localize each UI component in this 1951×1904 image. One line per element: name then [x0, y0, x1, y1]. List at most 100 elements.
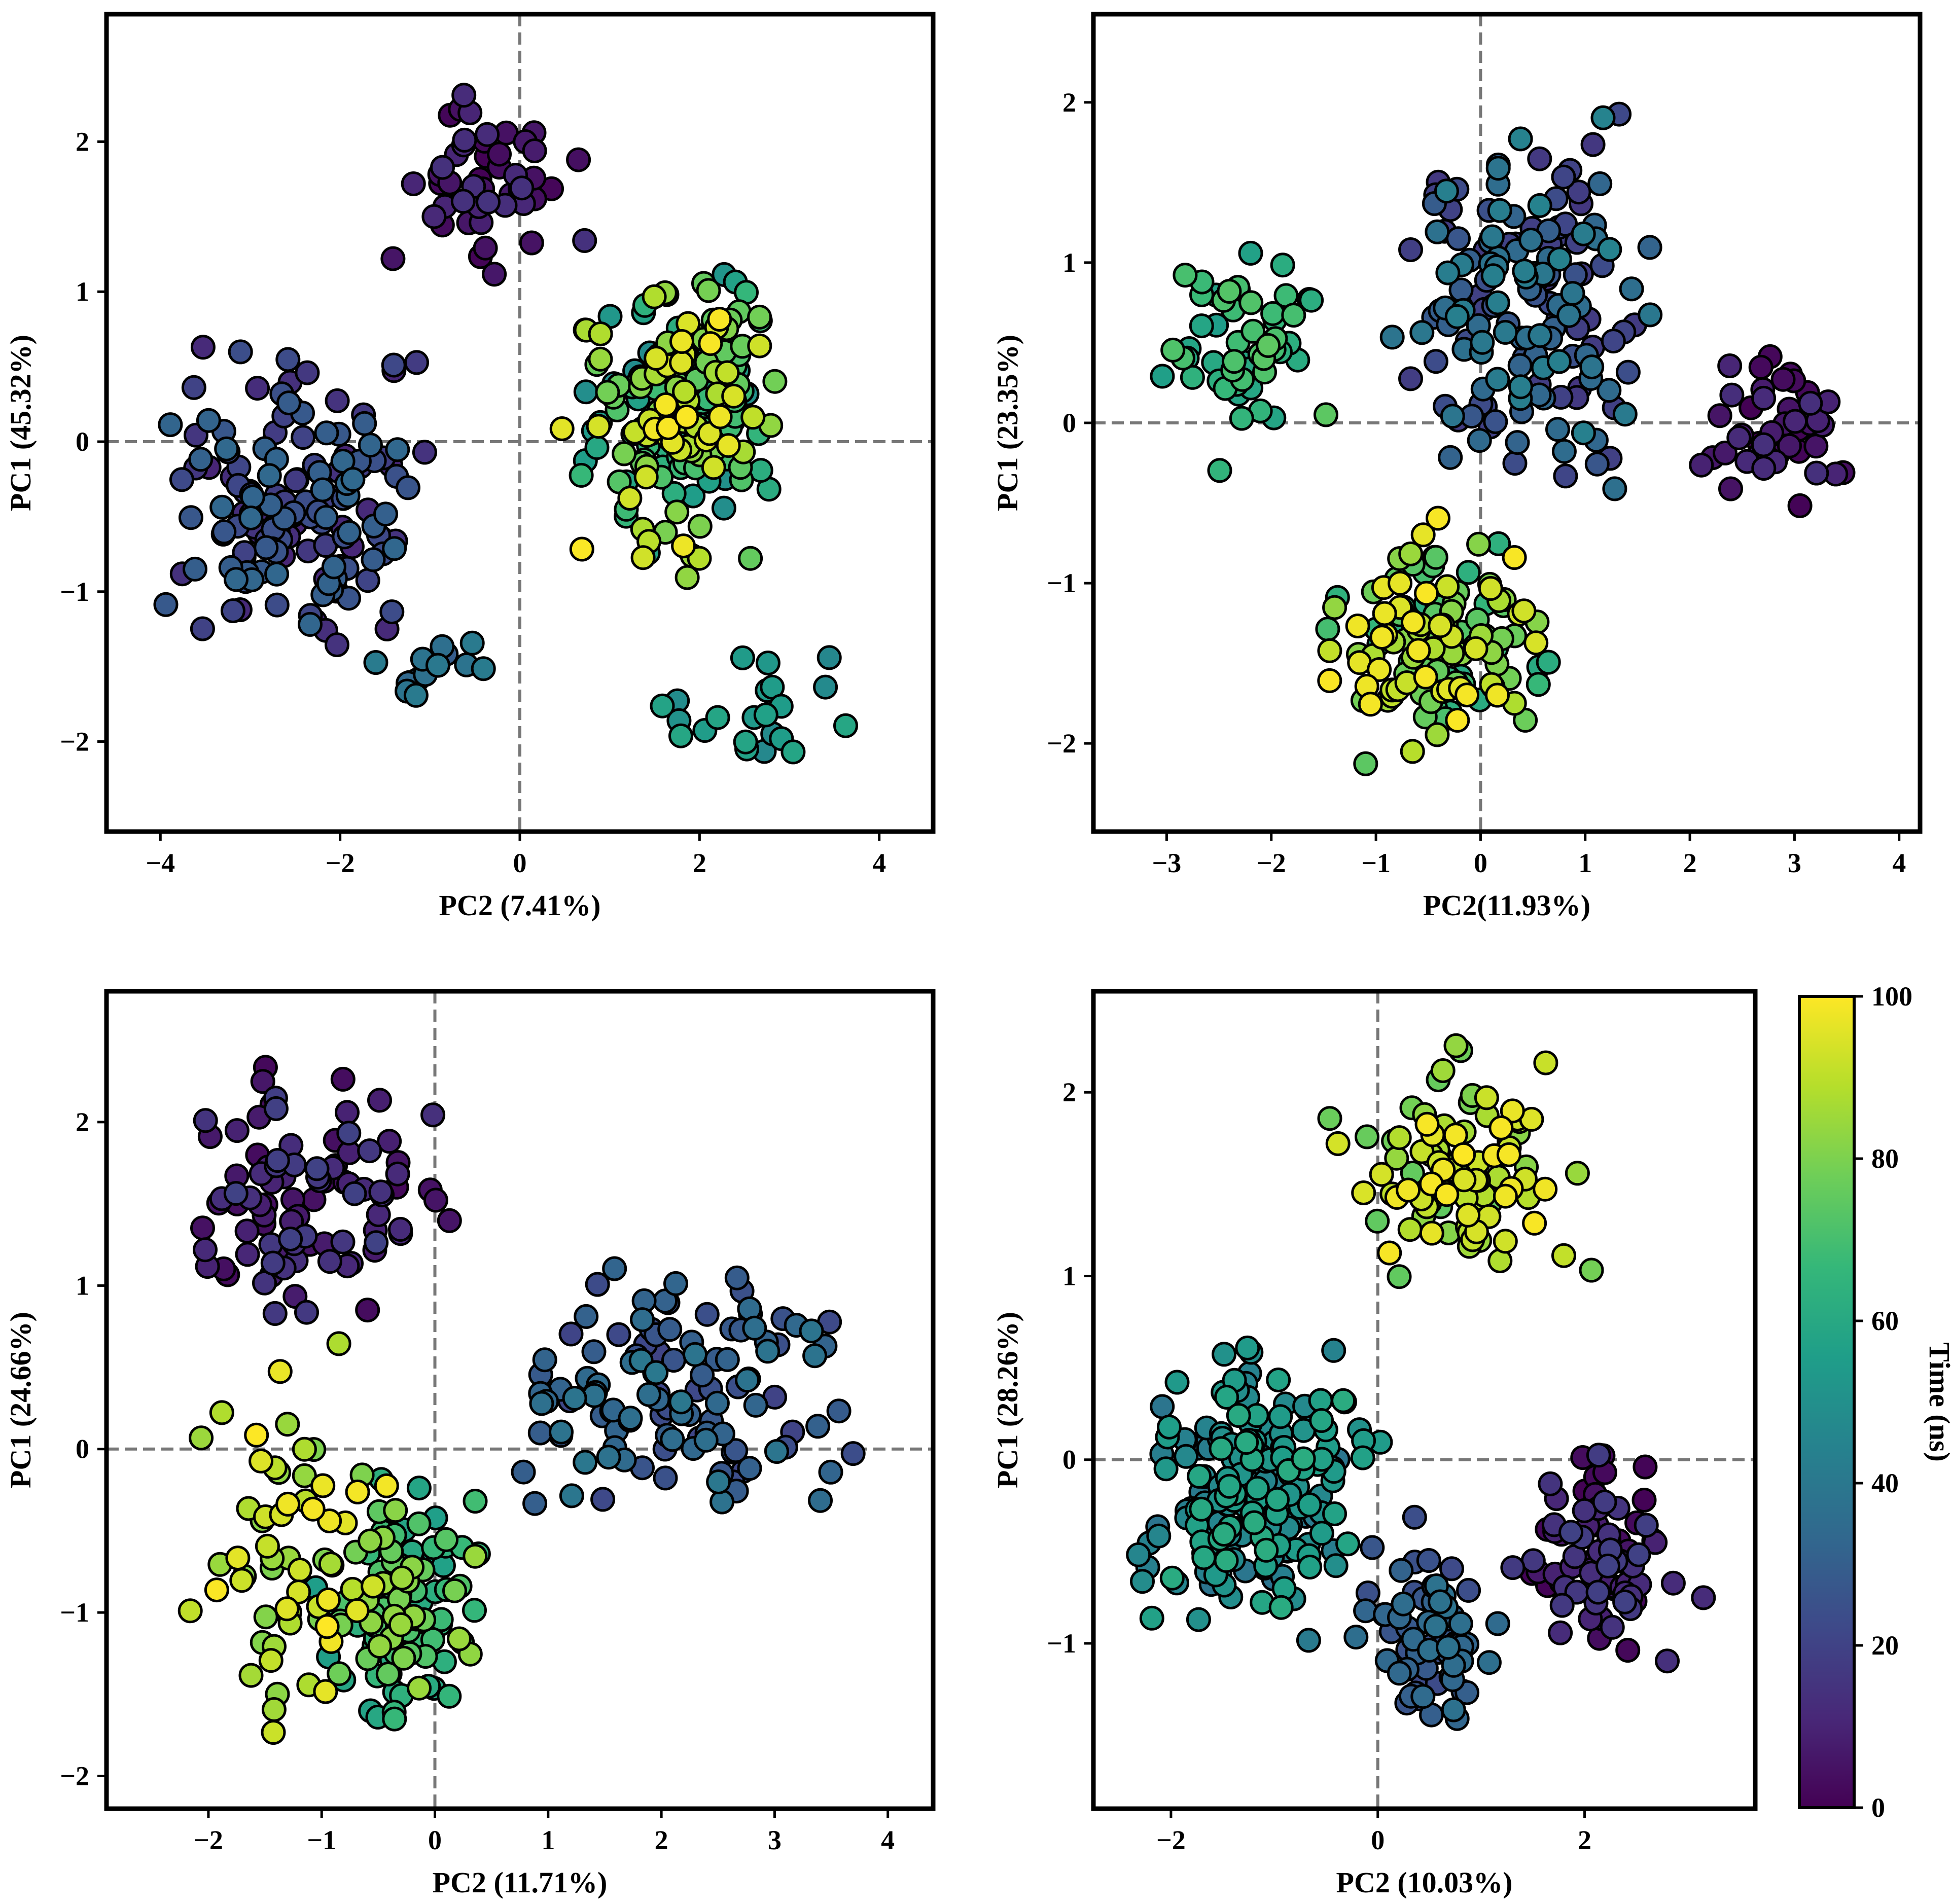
data-point: [669, 350, 694, 375]
data-point: [1600, 1614, 1625, 1640]
data-point: [1299, 288, 1324, 313]
colorbar-tick-label: 60: [1871, 1306, 1899, 1336]
data-point: [1713, 440, 1737, 465]
data-point: [715, 1347, 740, 1372]
data-point: [1456, 1577, 1481, 1603]
data-point: [1451, 1167, 1477, 1193]
panel-top-right: −3 −2 −1 0 1 2 3 4 −2 −1 0 1 2 PC2(11.93%) PC1 (23.3…: [991, 12, 1923, 922]
data-point: [1798, 390, 1823, 416]
data-point: [707, 307, 732, 332]
data-point: [245, 376, 270, 401]
data-point: [1358, 692, 1383, 717]
data-point: [762, 369, 788, 394]
data-point: [1518, 228, 1544, 253]
y-tick-label: 0: [1062, 1445, 1076, 1475]
y-tick-label: −1: [1047, 568, 1076, 598]
data-point: [573, 379, 598, 405]
data-point: [286, 1579, 311, 1605]
data-point: [1297, 1492, 1322, 1518]
data-point: [1425, 219, 1450, 244]
data-point: [1493, 319, 1518, 345]
data-point: [294, 1300, 319, 1325]
data-point: [1505, 430, 1530, 455]
data-point: [374, 1473, 399, 1498]
data-point: [253, 1604, 278, 1630]
data-point: [664, 499, 690, 525]
data-point: [1238, 290, 1264, 315]
data-point: [1595, 1553, 1620, 1578]
data-point: [404, 350, 429, 375]
data-point: [313, 505, 339, 530]
data-point: [588, 321, 613, 346]
data-point: [1511, 598, 1537, 624]
data-point: [1612, 1589, 1638, 1614]
data-point: [1315, 617, 1340, 642]
y-axis-label: PC1 (24.66%): [4, 1312, 37, 1488]
data-point: [193, 1237, 218, 1263]
data-point: [724, 1265, 750, 1290]
data-point: [310, 1473, 336, 1498]
data-point: [235, 1242, 260, 1267]
data-point: [325, 632, 349, 658]
data-point: [1637, 235, 1662, 260]
data-point: [1565, 1161, 1590, 1186]
y-tick-label: −2: [60, 1761, 89, 1791]
data-point: [379, 599, 405, 625]
data-point: [1426, 506, 1450, 531]
axis-ticks: −2 −1 0 1 2 3 4 −2 −1 0 1 2: [60, 1107, 895, 1855]
data-point: [840, 1441, 866, 1466]
data-point: [1602, 476, 1627, 501]
data-point: [584, 435, 610, 460]
data-point: [310, 477, 335, 502]
data-point: [401, 171, 426, 196]
y-tick-label: −2: [60, 727, 89, 757]
x-tick-label: 2: [655, 1825, 668, 1855]
data-point: [755, 1339, 781, 1364]
data-point: [1238, 240, 1263, 266]
data-point: [264, 561, 290, 587]
data-point: [451, 83, 477, 108]
data-point: [274, 1596, 300, 1622]
data-point: [229, 1568, 255, 1593]
y-tick-label: 1: [1062, 1261, 1076, 1291]
data-point: [1689, 452, 1714, 478]
data-point: [382, 536, 407, 561]
axis-ticks: −2 0 2 −1 0 1 2: [1047, 1077, 1591, 1855]
data-point: [1430, 1058, 1456, 1083]
data-point: [660, 1427, 685, 1452]
data-point: [420, 1102, 446, 1128]
data-point: [367, 1088, 392, 1113]
data-point: [833, 713, 858, 738]
data-point: [1545, 417, 1570, 442]
data-point: [373, 501, 398, 527]
data-point: [1353, 1598, 1378, 1624]
data-point: [287, 1557, 312, 1583]
data-point: [1533, 1050, 1558, 1075]
data-point: [1207, 458, 1232, 483]
data-point: [1783, 409, 1808, 434]
data-point: [380, 246, 406, 271]
data-point: [1241, 1510, 1267, 1535]
data-point: [1400, 609, 1426, 635]
data-point: [1456, 1202, 1481, 1228]
data-point: [1398, 541, 1424, 566]
data-point: [190, 1215, 215, 1241]
data-point: [1718, 476, 1743, 501]
data-point: [315, 1587, 341, 1612]
data-point: [437, 1208, 462, 1233]
data-point: [1317, 1106, 1342, 1131]
data-point: [1777, 433, 1802, 458]
data-point: [179, 505, 203, 530]
data-point: [1556, 303, 1582, 328]
data-point: [196, 408, 221, 433]
data-point: [1180, 365, 1205, 390]
data-point: [1547, 246, 1572, 272]
data-point: [178, 1598, 203, 1624]
axis-ticks: −4 −2 0 2 4 −2 −1 0 1 2: [60, 126, 886, 878]
data-point: [630, 1307, 655, 1333]
data-point: [1496, 1142, 1521, 1167]
data-point: [326, 1331, 351, 1356]
data-point: [1355, 1124, 1379, 1149]
data-point: [721, 383, 747, 409]
